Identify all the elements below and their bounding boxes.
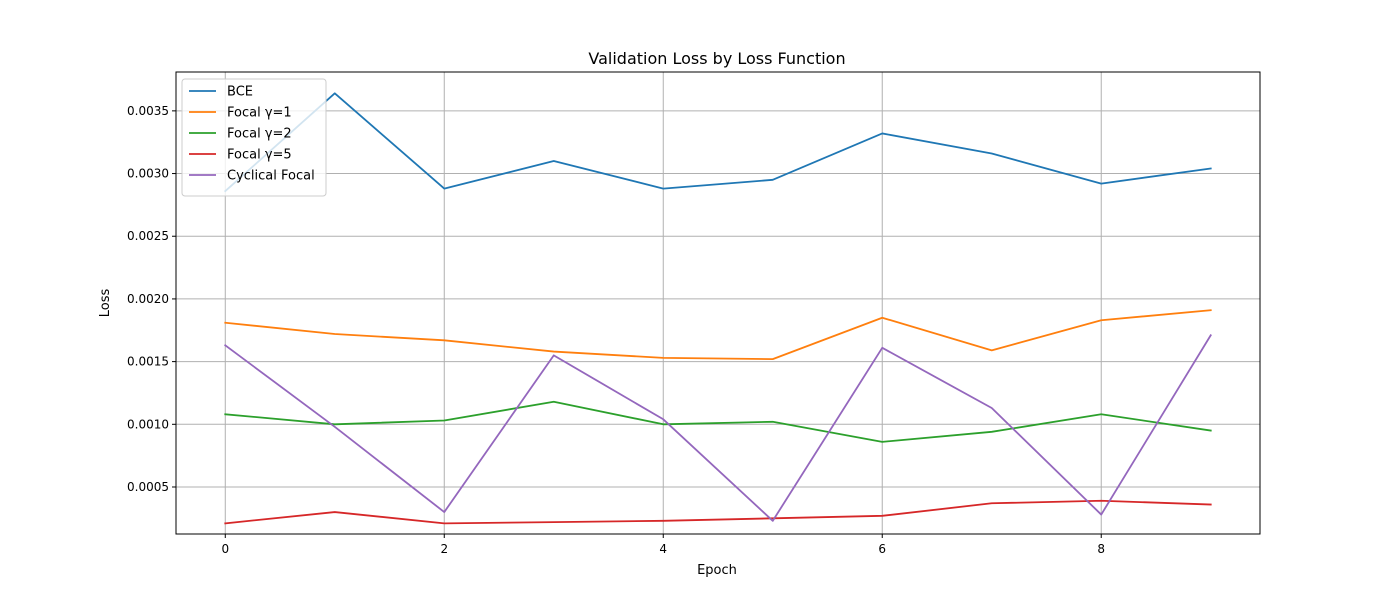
series-line-1 <box>224 309 1212 361</box>
series-line-3 <box>224 499 1212 525</box>
x-tick-label: 4 <box>659 542 667 556</box>
legend-box <box>181 78 327 197</box>
legend-label: Focal γ=5 <box>227 148 292 163</box>
plot-frame <box>175 71 1261 535</box>
chart-title: Validation Loss by Loss Function <box>588 49 845 68</box>
legend-label: Cyclical Focal <box>227 169 315 184</box>
x-axis-label: Epoch <box>697 563 737 578</box>
x-tick-label: 2 <box>440 542 448 556</box>
x-tick-label: 6 <box>878 542 886 556</box>
y-tick-label: 0.0005 <box>127 480 169 494</box>
legend-label: Focal γ=2 <box>227 127 292 142</box>
y-axis-label: Loss <box>98 289 113 318</box>
y-tick-label: 0.0020 <box>127 292 169 306</box>
y-tick-label: 0.0035 <box>127 104 169 118</box>
grid <box>176 72 1260 534</box>
legend-label: Focal γ=1 <box>227 106 292 121</box>
x-tick-label: 0 <box>221 542 229 556</box>
y-tick-label: 0.0010 <box>127 417 169 431</box>
y-tick-label: 0.0030 <box>127 167 169 181</box>
y-tick-label: 0.0025 <box>127 229 169 243</box>
series-line-0 <box>224 92 1212 193</box>
series-lines <box>224 92 1212 525</box>
series-line-4 <box>224 334 1212 522</box>
y-axis-ticks: 0.0005 0.0010 0.0015 0.0020 0.0025 0.0030 0.00… <box>127 104 176 494</box>
y-tick-label: 0.0015 <box>127 355 169 369</box>
x-tick-label: 8 <box>1097 542 1105 556</box>
legend-label: BCE <box>227 85 253 100</box>
legend: BCE Focal γ=1 Focal γ=2 Focal γ=5 Cyclical F… <box>181 78 327 197</box>
x-axis-ticks: 0 2 4 6 8 <box>221 534 1105 556</box>
series-line-2 <box>224 400 1212 443</box>
